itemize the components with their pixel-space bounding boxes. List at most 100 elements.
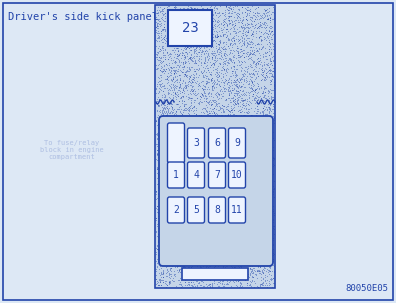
Point (178, 95, 185, 100)
Point (183, 45, 189, 50)
Point (154, 248, 161, 252)
Point (233, 189, 239, 194)
Point (210, 18, 216, 23)
Point (197, 270, 204, 275)
Point (209, 122, 215, 127)
Point (156, 163, 162, 168)
Point (159, 44, 165, 49)
Point (271, 79, 277, 84)
Point (161, 203, 167, 208)
Point (225, 60, 231, 65)
Point (160, 218, 167, 223)
Point (244, 111, 251, 115)
Point (221, 19, 227, 24)
Point (173, 67, 179, 72)
Point (213, 250, 219, 255)
Point (161, 96, 167, 101)
Point (189, 19, 196, 24)
Point (265, 191, 271, 196)
Point (269, 117, 275, 122)
Point (217, 39, 223, 44)
Point (240, 263, 246, 268)
Point (198, 25, 204, 30)
Point (267, 94, 274, 99)
Point (166, 132, 173, 137)
Point (196, 40, 202, 45)
Point (181, 138, 188, 142)
Point (251, 261, 257, 266)
Point (225, 199, 232, 204)
Point (187, 57, 194, 62)
Point (179, 155, 185, 160)
Point (183, 50, 190, 55)
Point (181, 102, 187, 107)
Point (183, 32, 189, 37)
Point (210, 191, 216, 196)
Point (227, 278, 233, 283)
Point (153, 67, 160, 72)
Point (202, 80, 209, 85)
Point (239, 36, 245, 41)
Point (244, 28, 251, 32)
Point (253, 117, 260, 122)
Point (266, 29, 272, 34)
Point (184, 106, 190, 111)
Point (191, 196, 198, 201)
Point (186, 152, 192, 157)
Point (182, 53, 188, 58)
Point (228, 107, 234, 112)
Point (247, 115, 253, 120)
Point (263, 135, 270, 139)
Point (208, 158, 215, 163)
Point (248, 83, 254, 88)
Point (255, 143, 262, 148)
Point (256, 208, 263, 213)
Point (227, 207, 234, 212)
Point (164, 165, 171, 170)
Point (260, 144, 266, 148)
Point (244, 146, 250, 151)
Point (265, 268, 271, 273)
Point (243, 105, 249, 110)
Point (209, 76, 215, 81)
Point (205, 21, 211, 25)
Point (200, 68, 207, 72)
Point (189, 255, 195, 259)
Point (208, 72, 215, 77)
Point (169, 26, 175, 31)
Point (257, 227, 263, 232)
Point (217, 88, 223, 93)
Point (238, 204, 244, 208)
Point (261, 69, 268, 74)
Point (271, 251, 277, 256)
Point (196, 50, 202, 55)
Point (173, 4, 179, 9)
Point (197, 184, 203, 189)
Point (172, 17, 179, 22)
Point (209, 84, 215, 89)
Point (197, 130, 204, 135)
Point (187, 200, 194, 205)
Point (172, 178, 179, 182)
Point (186, 56, 192, 61)
Point (168, 237, 175, 242)
Point (254, 159, 261, 164)
Point (226, 249, 232, 254)
Point (171, 129, 178, 134)
Point (188, 159, 195, 164)
Point (153, 209, 160, 214)
Point (227, 165, 234, 169)
Point (246, 124, 253, 129)
Point (218, 117, 225, 122)
Point (172, 144, 179, 149)
Point (189, 248, 195, 253)
Point (252, 88, 258, 92)
Point (262, 116, 268, 121)
Point (184, 80, 190, 85)
Point (242, 199, 248, 204)
Point (164, 149, 171, 154)
Point (231, 81, 237, 86)
Point (251, 96, 258, 101)
Point (268, 51, 275, 55)
Point (192, 273, 198, 278)
